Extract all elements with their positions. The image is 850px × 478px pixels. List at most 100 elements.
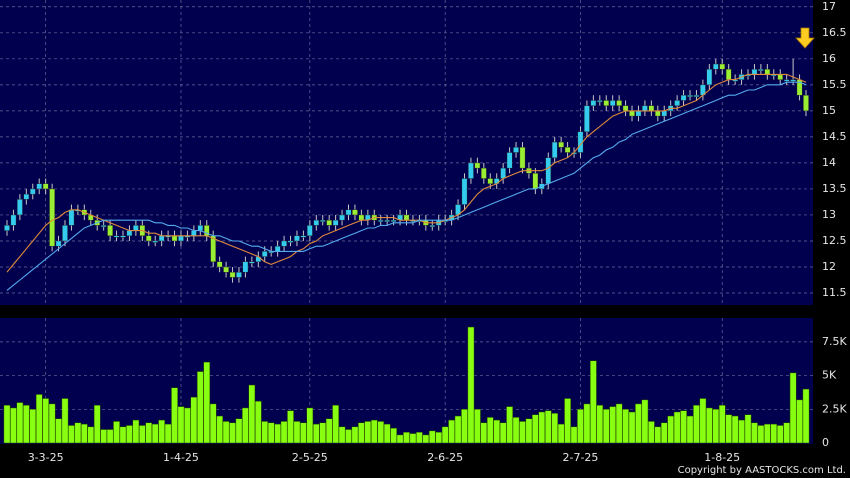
volume-bar: [113, 421, 120, 444]
y-tick-label: 14: [822, 156, 836, 169]
volume-bar: [248, 384, 256, 444]
volume-bar: [345, 429, 352, 444]
candle-body: [693, 95, 700, 97]
volume-bar: [673, 411, 681, 444]
candle-body: [590, 100, 597, 106]
volume-bar: [499, 422, 507, 444]
candle-body: [126, 230, 133, 236]
volume-bar: [648, 421, 655, 444]
candle-body: [403, 214, 410, 221]
candle-body: [345, 209, 352, 216]
volume-bar: [242, 407, 249, 444]
volume-bar: [705, 407, 713, 444]
volume-bar: [796, 399, 803, 444]
volume-bar: [486, 417, 494, 444]
candle-body: [481, 167, 487, 179]
volume-bar: [158, 419, 165, 444]
volume-bar: [744, 414, 752, 444]
volume-bar: [254, 400, 262, 444]
volume-bar: [609, 406, 617, 444]
volume-bar: [10, 407, 17, 444]
y-tick-label: 13.5: [822, 182, 847, 195]
volume-bar: [325, 418, 333, 444]
volume-bar: [364, 421, 372, 444]
candle-body: [642, 105, 648, 112]
volume-bar: [319, 422, 327, 444]
volume-bar: [435, 431, 443, 444]
volume-bar: [274, 423, 281, 444]
y-tick-label: 12: [822, 260, 836, 273]
volume-bar: [377, 421, 385, 444]
volume-bar: [3, 404, 11, 444]
candle-body: [648, 105, 655, 112]
volume-bar: [615, 403, 623, 444]
x-tick-label: 1-8-25: [704, 451, 740, 464]
volume-bar: [280, 421, 288, 444]
volume-bar: [55, 418, 62, 444]
volume-bar: [757, 425, 765, 444]
candle-body: [171, 235, 178, 242]
volume-bar: [80, 423, 88, 444]
candle-body: [654, 110, 661, 117]
candle-body: [377, 219, 384, 222]
volume-bar: [306, 407, 314, 444]
candle-body: [461, 178, 468, 205]
y-tick-label: 17: [822, 0, 836, 13]
candle-body: [519, 147, 526, 169]
x-tick-label: 2-6-25: [427, 451, 463, 464]
candle-body: [764, 69, 771, 75]
candle-body: [17, 199, 23, 216]
x-tick-label: 2-5-25: [292, 451, 328, 464]
candle-body: [751, 69, 758, 75]
volume-bar: [738, 419, 745, 444]
volume-bar: [22, 404, 30, 444]
volume-bar: [132, 419, 140, 444]
y-tick-label: 5K: [822, 369, 837, 382]
volume-bar: [602, 409, 610, 444]
volume-bar: [287, 410, 294, 444]
volume-bar: [532, 414, 539, 444]
plot-layer: 11.5 12 12.5 13 13.5 14 14.5 15 15.5 16 16.5 17 0 2.5…: [0, 0, 847, 464]
volume-bar: [467, 326, 475, 444]
candle-body: [29, 188, 36, 195]
x-tick-label: 1-4-25: [163, 451, 199, 464]
volume-bar: [196, 371, 204, 444]
candle-body: [390, 219, 397, 222]
volume-bar: [145, 422, 153, 444]
volume-bar: [61, 398, 69, 444]
candle-body: [758, 69, 764, 71]
volume-bar: [776, 425, 784, 444]
candle-body: [249, 261, 255, 264]
candle-body: [319, 219, 326, 222]
candle-body: [629, 110, 635, 117]
volume-bar: [506, 406, 513, 444]
volume-bar: [106, 429, 114, 444]
y-tick-label: 2.5K: [822, 402, 847, 415]
candle-body: [558, 141, 564, 148]
volume-bar: [693, 404, 700, 444]
volume-bar: [222, 421, 230, 444]
volume-bar: [100, 429, 108, 444]
candle-body: [687, 95, 693, 97]
volume-bar: [29, 409, 37, 444]
candle-body: [191, 230, 197, 236]
volume-bar: [48, 403, 56, 444]
candle-body: [352, 209, 358, 216]
candle-body: [313, 219, 320, 226]
volume-bar: [42, 398, 50, 444]
candle-body: [145, 235, 152, 242]
candle-body: [712, 63, 719, 70]
candle-body: [506, 152, 513, 169]
candle-body: [55, 240, 62, 247]
candle-body: [545, 157, 552, 184]
volume-bar: [184, 407, 191, 444]
y-tick-label: 15.5: [822, 78, 847, 91]
volume-bar: [802, 388, 810, 444]
candle-body: [706, 69, 713, 86]
volume-bar: [454, 415, 462, 444]
y-tick-label: 11.5: [822, 286, 847, 299]
candle-body: [229, 272, 236, 278]
volume-bar: [660, 422, 668, 444]
